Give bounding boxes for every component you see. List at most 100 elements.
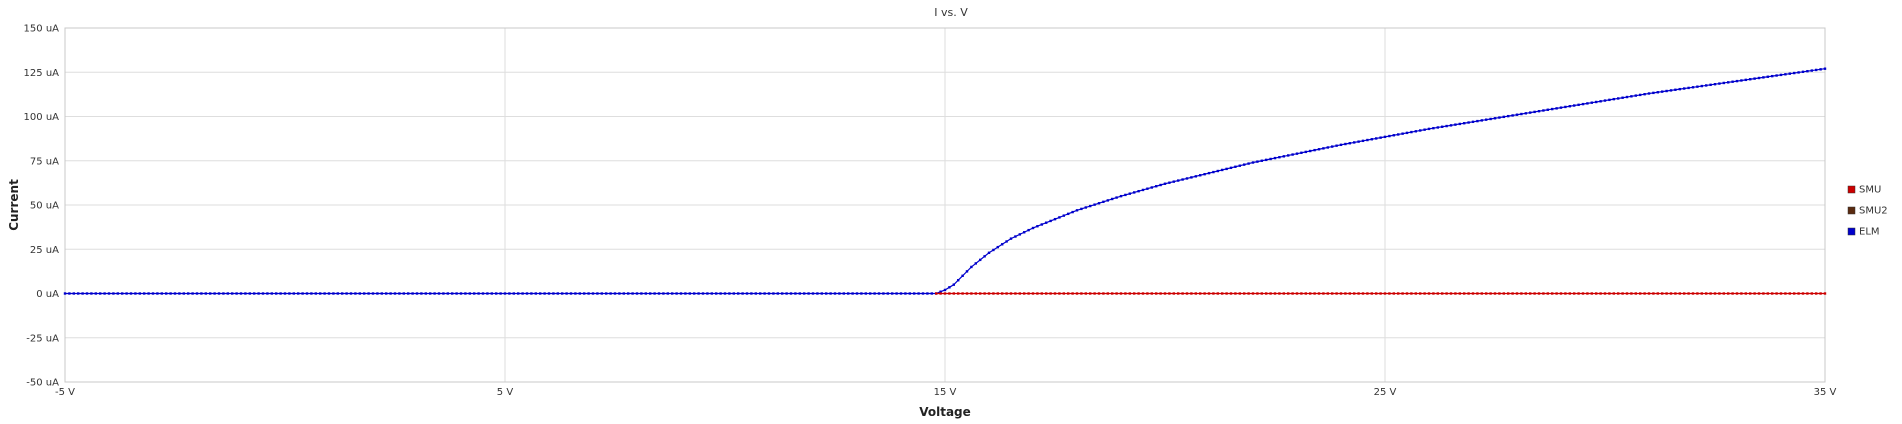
data-point [165, 292, 168, 295]
data-point [908, 292, 911, 295]
data-point [1823, 67, 1827, 70]
data-point [1397, 292, 1400, 295]
data-point [1766, 75, 1769, 78]
data-point [1683, 87, 1686, 90]
data-point [376, 292, 379, 295]
data-point [1502, 292, 1505, 295]
data-point [1652, 292, 1655, 295]
data-point [1502, 115, 1505, 119]
data-point [1709, 83, 1712, 87]
data-point [1133, 191, 1136, 194]
x-axis-label: Voltage [919, 405, 971, 419]
data-point [477, 292, 480, 295]
data-point [1683, 292, 1686, 295]
data-point [1190, 292, 1193, 295]
data-point [345, 292, 348, 295]
data-point [1467, 121, 1470, 124]
data-point [1080, 207, 1083, 211]
data-point [1458, 122, 1461, 126]
data-point [503, 292, 507, 295]
data-point [957, 292, 960, 295]
data-point [543, 292, 546, 295]
plot-frame [64, 27, 1826, 383]
data-point [983, 292, 986, 295]
data-point [754, 292, 757, 295]
data-point [1762, 76, 1765, 79]
data-point [1449, 124, 1453, 127]
data-point [1568, 105, 1571, 108]
data-point [737, 292, 740, 295]
data-point [1766, 292, 1769, 295]
data-point [913, 292, 916, 295]
data-point [1172, 180, 1175, 183]
data-point [1441, 125, 1444, 128]
data-point [1300, 151, 1303, 154]
data-point [1797, 71, 1800, 74]
data-point [371, 292, 375, 295]
data-point [1612, 97, 1615, 101]
data-point [125, 292, 128, 295]
y-tick-label: 0 uA [36, 289, 59, 300]
data-point [1753, 292, 1756, 295]
data-point [1260, 292, 1263, 295]
y-tick-label: 100 uA [24, 112, 60, 123]
data-point [1300, 292, 1303, 295]
data-point [1185, 177, 1189, 180]
data-point [1159, 292, 1162, 295]
data-point [679, 292, 683, 295]
data-point [1031, 226, 1035, 230]
data-point [187, 292, 190, 295]
data-point [1779, 292, 1783, 295]
data-point [367, 292, 370, 295]
data-point [1093, 292, 1096, 295]
data-point [750, 292, 753, 295]
data-point [1661, 90, 1664, 93]
series-elm [63, 67, 1827, 295]
y-tick-label: 50 uA [30, 201, 59, 212]
data-point [1150, 186, 1153, 189]
data-point [1348, 142, 1351, 145]
legend-label: SMU2 [1859, 206, 1888, 217]
data-point [1713, 292, 1717, 295]
data-point [996, 292, 999, 295]
data-point [820, 292, 823, 295]
data-point [1115, 196, 1118, 199]
data-point [283, 292, 287, 295]
data-point [1291, 292, 1294, 295]
data-point [1251, 292, 1255, 295]
data-point [644, 292, 647, 295]
series-layer [63, 67, 1827, 295]
data-point [970, 292, 973, 295]
data-point [1471, 292, 1475, 295]
data-point [631, 292, 634, 295]
data-point [1810, 292, 1813, 295]
data-point [710, 292, 713, 295]
y-tick-label: 25 uA [30, 245, 59, 256]
data-point [1014, 292, 1017, 295]
data-point [983, 255, 986, 258]
data-point [1533, 110, 1536, 114]
data-point [1476, 119, 1479, 123]
data-point [1036, 225, 1039, 228]
data-point [222, 292, 225, 295]
data-point [1194, 292, 1197, 295]
data-point [1009, 292, 1013, 295]
data-point [1203, 173, 1206, 176]
data-point [525, 292, 529, 295]
data-point [121, 292, 124, 295]
data-point [1027, 228, 1030, 232]
data-point [930, 292, 933, 295]
data-point [1326, 146, 1329, 149]
data-point [1608, 98, 1611, 102]
data-point [1295, 292, 1299, 295]
data-point [1067, 292, 1070, 295]
data-point [424, 292, 427, 295]
data-point [244, 292, 247, 295]
data-point [1335, 292, 1338, 295]
data-point [609, 292, 612, 295]
data-point [1238, 292, 1241, 295]
data-point [1045, 221, 1048, 224]
data-point [1784, 73, 1787, 76]
data-point [1397, 133, 1400, 136]
data-point [574, 292, 577, 295]
